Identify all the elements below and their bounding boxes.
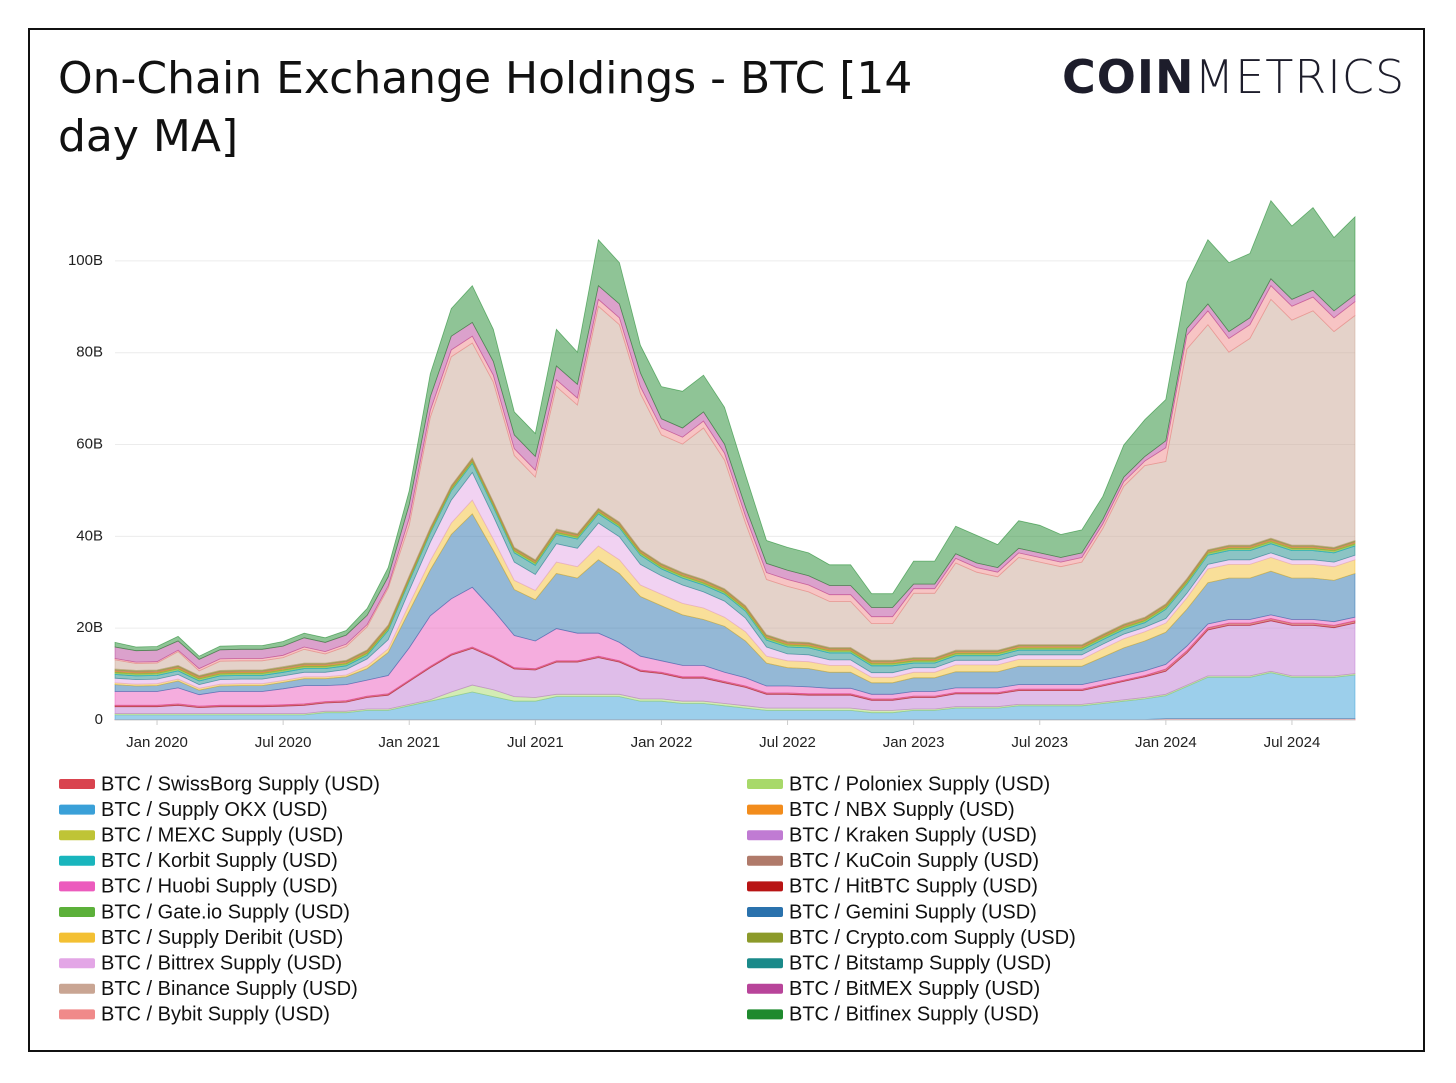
legend-swatch — [59, 932, 95, 943]
legend-item: BTC / KuCoin Supply (USD) — [747, 850, 1039, 872]
frame — [28, 28, 1425, 1052]
area — [114, 199, 1356, 660]
legend-label: BTC / Binance Supply (USD) — [101, 978, 358, 1000]
legend-item: BTC / Huobi Supply (USD) — [59, 876, 338, 898]
legend-item: BTC / Bittrex Supply (USD) — [59, 952, 342, 974]
x-tick-label: Jan 2023 — [883, 734, 945, 751]
legend-item: BTC / Korbit Supply (USD) — [59, 850, 338, 872]
legend-item: BTC / Gate.io Supply (USD) — [59, 901, 350, 923]
legend-label: BTC / BitMEX Supply (USD) — [789, 978, 1040, 1000]
legend-swatch — [59, 779, 95, 789]
y-tick-label: 40B — [76, 527, 103, 544]
y-tick-label: 100B — [68, 252, 103, 269]
legend-label: BTC / Bitfinex Supply (USD) — [789, 1004, 1039, 1026]
logo: COINMETRICS — [1062, 50, 1405, 104]
legend-swatch — [59, 830, 95, 841]
legend-swatch — [747, 830, 783, 841]
legend-label: BTC / NBX Supply (USD) — [789, 799, 1015, 821]
legend-item: BTC / Poloniex Supply (USD) — [747, 773, 1050, 795]
legend-label: BTC / Bittrex Supply (USD) — [101, 952, 342, 974]
legend-swatch — [747, 855, 783, 866]
legend-swatch — [59, 958, 95, 969]
legend-item: BTC / Gemini Supply (USD) — [747, 901, 1037, 923]
legend-item: BTC / Binance Supply (USD) — [59, 978, 358, 1000]
x-tick-label: Jul 2024 — [1264, 734, 1321, 751]
legend-label: BTC / SwissBorg Supply (USD) — [101, 773, 380, 795]
y-tick-label: 80B — [76, 344, 103, 361]
legend-swatch — [59, 1009, 95, 1020]
legend-item: BTC / Supply Deribit (USD) — [59, 927, 343, 949]
legend-swatch — [747, 1009, 783, 1020]
legend-label: BTC / Huobi Supply (USD) — [101, 876, 338, 898]
legend-label: BTC / Supply OKX (USD) — [101, 799, 328, 821]
y-tick-label: 60B — [76, 435, 103, 452]
legend-swatch — [747, 983, 783, 994]
x-tick-label: Jan 2021 — [378, 734, 440, 751]
legend-item: BTC / SwissBorg Supply (USD) — [59, 773, 380, 795]
legend-swatch — [59, 983, 95, 994]
legend-swatch — [747, 932, 783, 943]
y-tick-label: 20B — [76, 619, 103, 636]
legend-item: BTC / Supply OKX (USD) — [59, 799, 328, 821]
legend-label: BTC / KuCoin Supply (USD) — [789, 850, 1039, 872]
legend-label: BTC / Crypto.com Supply (USD) — [789, 927, 1076, 949]
legend-item: BTC / Bybit Supply (USD) — [59, 1004, 330, 1026]
legend-label: BTC / Bybit Supply (USD) — [101, 1004, 330, 1026]
legend-item: BTC / Bitstamp Supply (USD) — [747, 952, 1051, 974]
x-tick-label: Jul 2022 — [759, 734, 816, 751]
x-tick-label: Jan 2022 — [631, 734, 693, 751]
x-tick-label: Jul 2023 — [1011, 734, 1068, 751]
legend-item: BTC / NBX Supply (USD) — [747, 799, 1015, 821]
x-tick-label: Jan 2024 — [1135, 734, 1197, 751]
legend-swatch — [747, 881, 783, 892]
x-tick-label: Jul 2020 — [255, 734, 312, 751]
legend-swatch — [59, 855, 95, 866]
legend-item: BTC / Kraken Supply (USD) — [747, 824, 1037, 846]
legend-label: BTC / Korbit Supply (USD) — [101, 850, 338, 872]
legend-item: BTC / Bitfinex Supply (USD) — [747, 1004, 1039, 1026]
legend-label: BTC / Poloniex Supply (USD) — [789, 773, 1050, 795]
x-tick-label: Jan 2020 — [126, 734, 188, 751]
legend-swatch — [59, 907, 95, 917]
legend-swatch — [59, 804, 95, 815]
legend-item: BTC / Crypto.com Supply (USD) — [747, 927, 1076, 949]
logo-light: METRICS — [1194, 50, 1406, 104]
chart-title: On-Chain Exchange Holdings - BTC [14 day… — [58, 53, 913, 162]
legend-item: BTC / BitMEX Supply (USD) — [747, 978, 1040, 1000]
legend-swatch — [747, 958, 783, 969]
legend-label: BTC / Kraken Supply (USD) — [789, 824, 1037, 846]
legend-swatch — [59, 881, 95, 892]
logo-bold: COIN — [1062, 50, 1195, 104]
legend-item: BTC / MEXC Supply (USD) — [59, 824, 343, 846]
legend-label: BTC / Bitstamp Supply (USD) — [789, 952, 1051, 974]
legend-item: BTC / HitBTC Supply (USD) — [747, 876, 1038, 898]
x-tick-label: Jul 2021 — [507, 734, 564, 751]
legend-label: BTC / Supply Deribit (USD) — [101, 927, 343, 949]
legend-label: BTC / Gate.io Supply (USD) — [101, 901, 350, 923]
legend-label: BTC / HitBTC Supply (USD) — [789, 876, 1038, 898]
legend-swatch — [747, 779, 783, 789]
legend-label: BTC / Gemini Supply (USD) — [789, 901, 1037, 923]
y-tick-label: 0 — [95, 711, 103, 728]
legend-swatch — [747, 804, 783, 815]
legend-label: BTC / MEXC Supply (USD) — [101, 824, 343, 846]
legend-swatch — [747, 907, 783, 917]
